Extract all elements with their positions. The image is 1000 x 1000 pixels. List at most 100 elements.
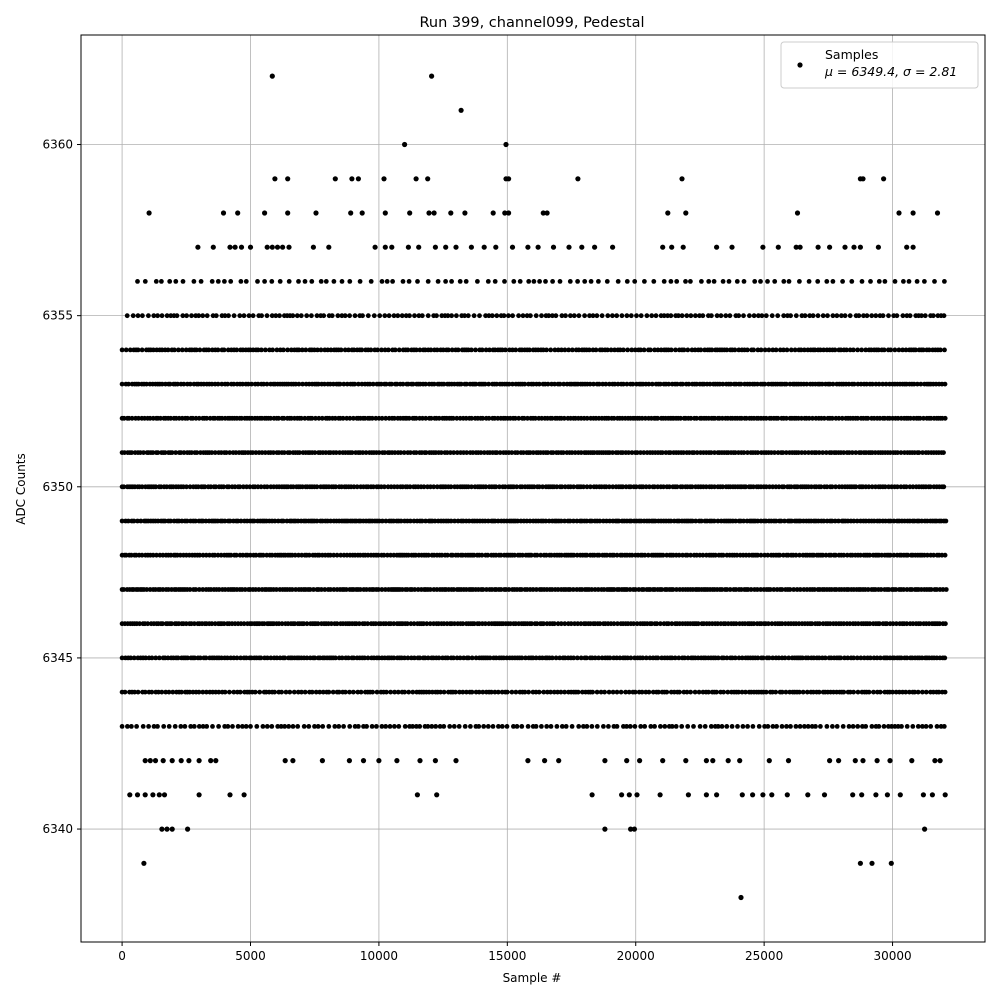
data-point xyxy=(940,587,946,592)
data-point xyxy=(504,689,510,695)
data-point xyxy=(315,724,321,729)
data-point xyxy=(732,347,738,353)
chart-title: Run 399, channel099, Pedestal xyxy=(419,15,644,31)
data-point xyxy=(482,381,488,387)
data-point xyxy=(820,450,826,455)
data-point xyxy=(194,450,200,455)
data-point xyxy=(736,655,742,661)
data-point xyxy=(126,381,131,387)
data-point xyxy=(150,552,156,558)
data-point xyxy=(858,655,864,661)
data-point xyxy=(855,347,860,353)
data-point xyxy=(807,313,813,319)
data-point xyxy=(309,689,315,695)
data-point xyxy=(669,621,675,627)
data-point xyxy=(657,792,663,798)
data-point xyxy=(527,347,532,353)
data-point xyxy=(653,313,659,319)
data-point xyxy=(339,655,345,661)
data-point xyxy=(898,450,904,455)
data-point xyxy=(525,724,531,729)
data-point xyxy=(394,381,400,387)
data-point xyxy=(874,758,880,764)
data-point xyxy=(571,484,576,490)
data-point xyxy=(618,689,624,695)
data-point xyxy=(371,313,377,319)
data-point xyxy=(644,313,650,319)
data-point xyxy=(331,587,337,592)
data-point xyxy=(367,381,373,387)
data-point xyxy=(405,244,411,250)
data-point xyxy=(859,792,865,798)
data-point xyxy=(160,758,166,764)
data-point xyxy=(877,621,882,627)
data-point xyxy=(285,210,291,216)
data-point xyxy=(135,279,140,284)
data-point xyxy=(942,655,948,661)
data-point xyxy=(681,450,686,455)
data-point xyxy=(830,724,835,729)
data-point xyxy=(806,279,812,284)
data-point xyxy=(231,689,237,695)
data-point xyxy=(441,381,447,387)
data-point xyxy=(417,724,423,729)
data-point xyxy=(839,415,845,421)
data-point xyxy=(629,450,635,455)
data-point xyxy=(863,347,869,353)
data-point xyxy=(559,347,564,353)
data-point xyxy=(268,415,273,421)
data-point xyxy=(766,347,772,353)
data-point xyxy=(912,689,918,695)
data-point xyxy=(709,347,715,353)
data-point xyxy=(302,689,308,695)
data-point xyxy=(605,313,611,319)
data-point xyxy=(513,689,519,695)
data-point xyxy=(892,347,898,353)
data-point xyxy=(590,689,595,695)
data-point xyxy=(181,450,187,455)
data-point xyxy=(607,655,613,661)
data-point xyxy=(408,450,413,455)
data-point xyxy=(664,689,670,695)
data-point xyxy=(448,484,454,490)
data-point xyxy=(438,689,443,695)
data-point xyxy=(774,724,779,729)
data-point xyxy=(830,381,836,387)
data-point xyxy=(627,587,633,592)
data-point xyxy=(821,518,827,524)
data-point xyxy=(242,587,248,592)
data-point xyxy=(880,381,886,387)
data-point xyxy=(770,655,776,661)
data-point xyxy=(290,724,296,729)
data-point xyxy=(847,689,853,695)
data-point xyxy=(861,313,866,319)
data-point xyxy=(674,279,680,284)
data-point xyxy=(711,279,717,284)
data-point xyxy=(779,587,785,592)
data-point xyxy=(223,450,229,455)
data-point xyxy=(335,313,341,319)
data-point xyxy=(799,450,805,455)
data-point xyxy=(395,689,401,695)
data-point xyxy=(582,279,588,284)
data-point xyxy=(782,655,788,661)
data-point xyxy=(243,279,249,284)
data-point xyxy=(773,689,779,695)
data-point xyxy=(605,347,610,353)
data-point xyxy=(424,621,430,627)
data-point xyxy=(326,724,332,729)
data-point xyxy=(365,621,370,627)
data-point xyxy=(550,244,557,250)
data-point xyxy=(389,244,395,250)
data-point xyxy=(319,587,324,592)
y-tick-label: 6355 xyxy=(42,309,73,323)
data-point xyxy=(412,655,417,661)
data-point xyxy=(121,415,127,421)
data-point xyxy=(797,552,802,558)
data-point xyxy=(184,518,190,524)
data-point xyxy=(222,518,228,524)
data-point xyxy=(328,518,333,524)
data-point xyxy=(306,724,312,729)
data-point xyxy=(162,450,168,455)
data-point xyxy=(602,826,608,832)
